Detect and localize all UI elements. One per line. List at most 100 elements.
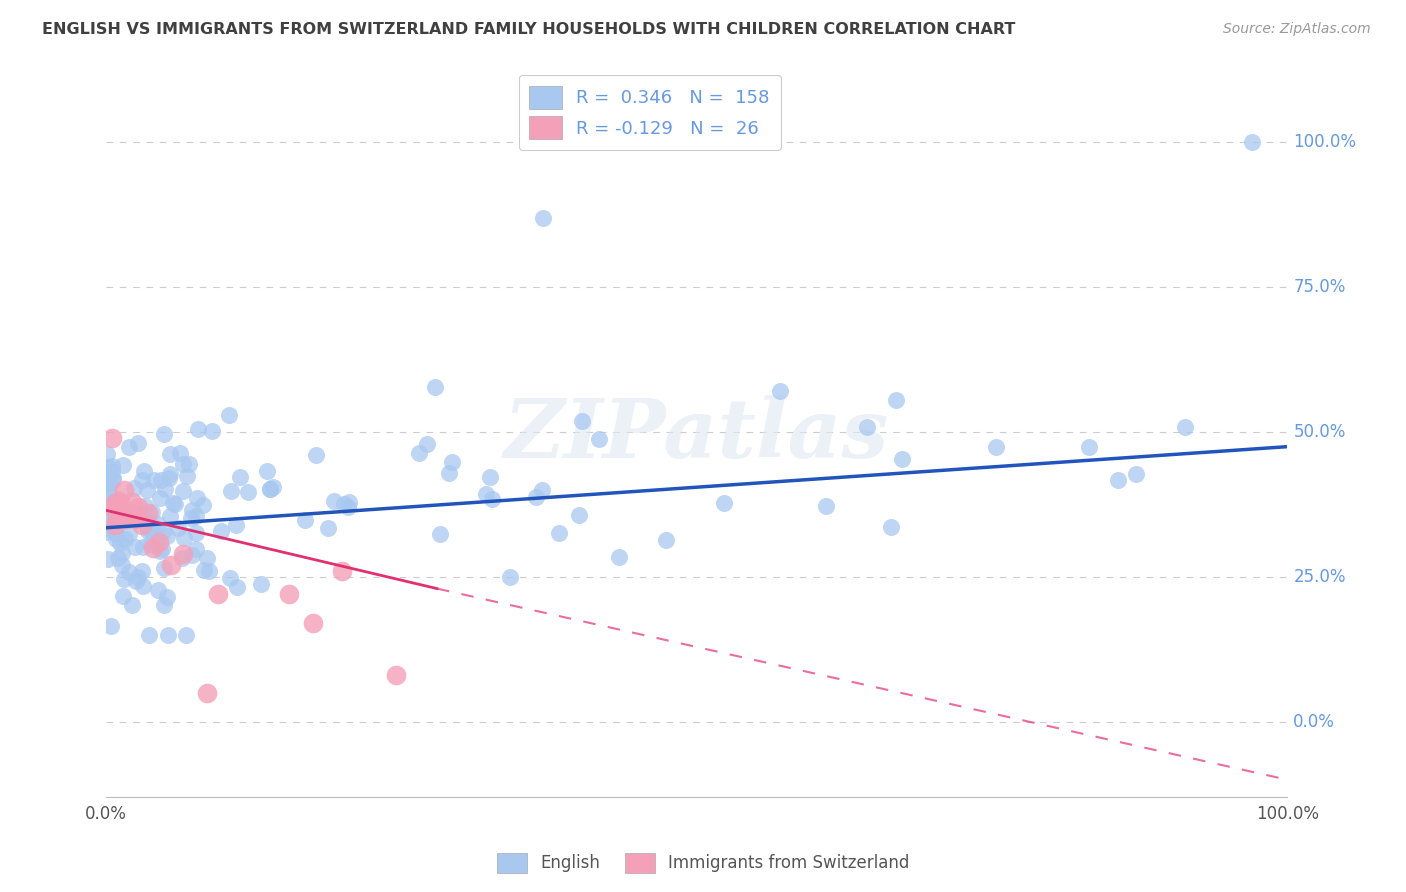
Point xyxy=(97,477,120,491)
Point xyxy=(96,447,118,461)
Point xyxy=(112,572,135,586)
Point xyxy=(143,473,166,487)
Point xyxy=(159,447,181,461)
Point xyxy=(103,506,125,520)
Point xyxy=(103,517,125,532)
Point xyxy=(107,500,129,515)
Point xyxy=(1107,473,1129,487)
Point xyxy=(112,589,135,603)
Point xyxy=(337,495,360,509)
Point xyxy=(124,481,146,495)
Point xyxy=(103,510,125,524)
Point xyxy=(225,580,247,594)
Point xyxy=(132,465,155,479)
Point xyxy=(195,686,218,700)
Point xyxy=(117,512,139,526)
Point xyxy=(478,469,501,483)
Point xyxy=(97,522,120,536)
Point xyxy=(167,521,190,535)
Point xyxy=(856,420,879,434)
Point xyxy=(187,422,209,436)
Point xyxy=(1240,136,1263,150)
Point xyxy=(713,496,735,510)
Point xyxy=(98,477,121,491)
Point xyxy=(259,483,281,497)
Point xyxy=(104,532,127,546)
Point xyxy=(96,492,118,507)
Point xyxy=(138,524,160,538)
Point xyxy=(114,532,136,546)
Point xyxy=(165,497,187,511)
Point xyxy=(153,482,176,496)
Point xyxy=(262,480,284,494)
Point xyxy=(100,517,122,532)
Point xyxy=(97,552,120,566)
Point xyxy=(322,494,344,508)
Point xyxy=(181,502,204,516)
Point xyxy=(332,564,354,578)
Point xyxy=(531,211,554,225)
Point xyxy=(150,541,173,556)
Point xyxy=(655,533,678,547)
Point xyxy=(160,558,183,573)
Point xyxy=(218,571,240,585)
Point xyxy=(100,495,122,509)
Point xyxy=(136,506,159,520)
Point xyxy=(218,408,240,422)
Point xyxy=(101,471,124,485)
Point xyxy=(219,483,242,498)
Point xyxy=(110,506,132,520)
Point xyxy=(139,536,162,550)
Point xyxy=(101,473,124,487)
Point xyxy=(984,441,1007,455)
Point xyxy=(117,440,139,454)
Point xyxy=(142,541,165,555)
Point xyxy=(531,483,554,498)
Point xyxy=(499,570,522,584)
Point xyxy=(607,550,630,565)
Point xyxy=(97,460,120,475)
Point xyxy=(571,414,593,428)
Legend: R =  0.346   N =  158, R = -0.129   N =  26: R = 0.346 N = 158, R = -0.129 N = 26 xyxy=(519,75,780,150)
Point xyxy=(150,473,173,487)
Point xyxy=(173,531,195,545)
Point xyxy=(124,508,146,522)
Point xyxy=(97,475,120,490)
Point xyxy=(416,437,439,451)
Point xyxy=(176,469,198,483)
Point xyxy=(136,483,159,497)
Point xyxy=(108,496,131,510)
Point xyxy=(408,446,430,460)
Point xyxy=(333,497,356,511)
Point xyxy=(131,540,153,554)
Point xyxy=(101,464,124,478)
Point xyxy=(138,628,160,642)
Point xyxy=(101,458,124,473)
Point xyxy=(156,528,179,542)
Point xyxy=(149,544,172,558)
Point xyxy=(131,564,153,578)
Point xyxy=(588,433,610,447)
Point xyxy=(146,517,169,532)
Point xyxy=(256,464,278,478)
Point xyxy=(153,599,176,613)
Point xyxy=(302,616,325,631)
Point xyxy=(880,520,903,534)
Point xyxy=(100,619,122,633)
Point xyxy=(118,506,141,520)
Point xyxy=(112,483,135,497)
Text: ZIPatlas: ZIPatlas xyxy=(505,395,890,475)
Text: Source: ZipAtlas.com: Source: ZipAtlas.com xyxy=(1223,22,1371,37)
Point xyxy=(229,470,252,484)
Text: 75.0%: 75.0% xyxy=(1294,278,1346,296)
Point xyxy=(100,489,122,503)
Text: 50.0%: 50.0% xyxy=(1294,423,1346,442)
Point xyxy=(475,487,498,501)
Point xyxy=(768,384,790,398)
Point xyxy=(177,457,200,471)
Point xyxy=(481,492,503,507)
Point xyxy=(169,446,191,460)
Point xyxy=(142,528,165,542)
Point xyxy=(184,509,207,524)
Point xyxy=(568,508,591,522)
